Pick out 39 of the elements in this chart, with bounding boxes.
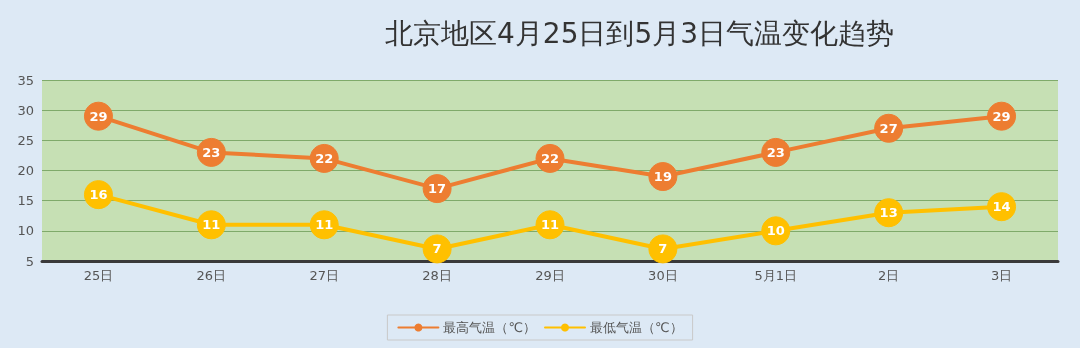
point	[648, 234, 678, 264]
x-tick-label: 5月1日	[754, 268, 798, 283]
y-tick-label: 5	[25, 253, 34, 269]
data-label: 7	[658, 241, 668, 257]
y-tick-label: 35	[17, 72, 34, 88]
x-tick-label: 2日	[878, 268, 900, 283]
data-label: 23	[766, 144, 785, 160]
data-label: 11	[315, 217, 334, 233]
x-tick-label: 26日	[196, 268, 227, 283]
chart-title: 北京地区4月25日到5月3日气温变化趋势	[385, 16, 895, 50]
data-label: 17	[428, 181, 447, 197]
x-tick-label: 27日	[309, 268, 339, 283]
data-label: 10	[766, 223, 785, 239]
data-label: 7	[432, 241, 442, 257]
data-label: 29	[992, 108, 1011, 124]
y-tick-label: 10	[17, 223, 34, 239]
data-label: 11	[202, 217, 221, 233]
data-label: 22	[315, 150, 334, 166]
x-tick-label: 25日	[83, 268, 114, 283]
data-label: 11	[540, 217, 560, 233]
x-tick-label: 3日	[990, 268, 1013, 283]
data-label: 13	[879, 205, 898, 221]
legend-label: 最高气温（℃）	[443, 320, 537, 335]
y-tick-label: 25	[17, 132, 34, 148]
point	[422, 234, 452, 264]
y-tick-label: 20	[17, 163, 34, 178]
legend-label: 最低气温（℃）	[590, 320, 683, 335]
x-tick-label: 29日	[535, 268, 565, 283]
x-tick-label: 30日	[648, 268, 678, 283]
y-tick-label: 15	[17, 193, 34, 209]
data-label: 16	[89, 187, 108, 203]
data-label: 29	[89, 108, 108, 124]
data-label: 27	[879, 120, 898, 136]
data-label: 19	[653, 169, 672, 185]
data-label: 22	[540, 150, 560, 166]
x-tick-label: 28日	[422, 268, 452, 283]
y-tick-label: 30	[17, 102, 34, 118]
data-label: 23	[202, 144, 221, 160]
data-label: 14	[992, 199, 1011, 215]
